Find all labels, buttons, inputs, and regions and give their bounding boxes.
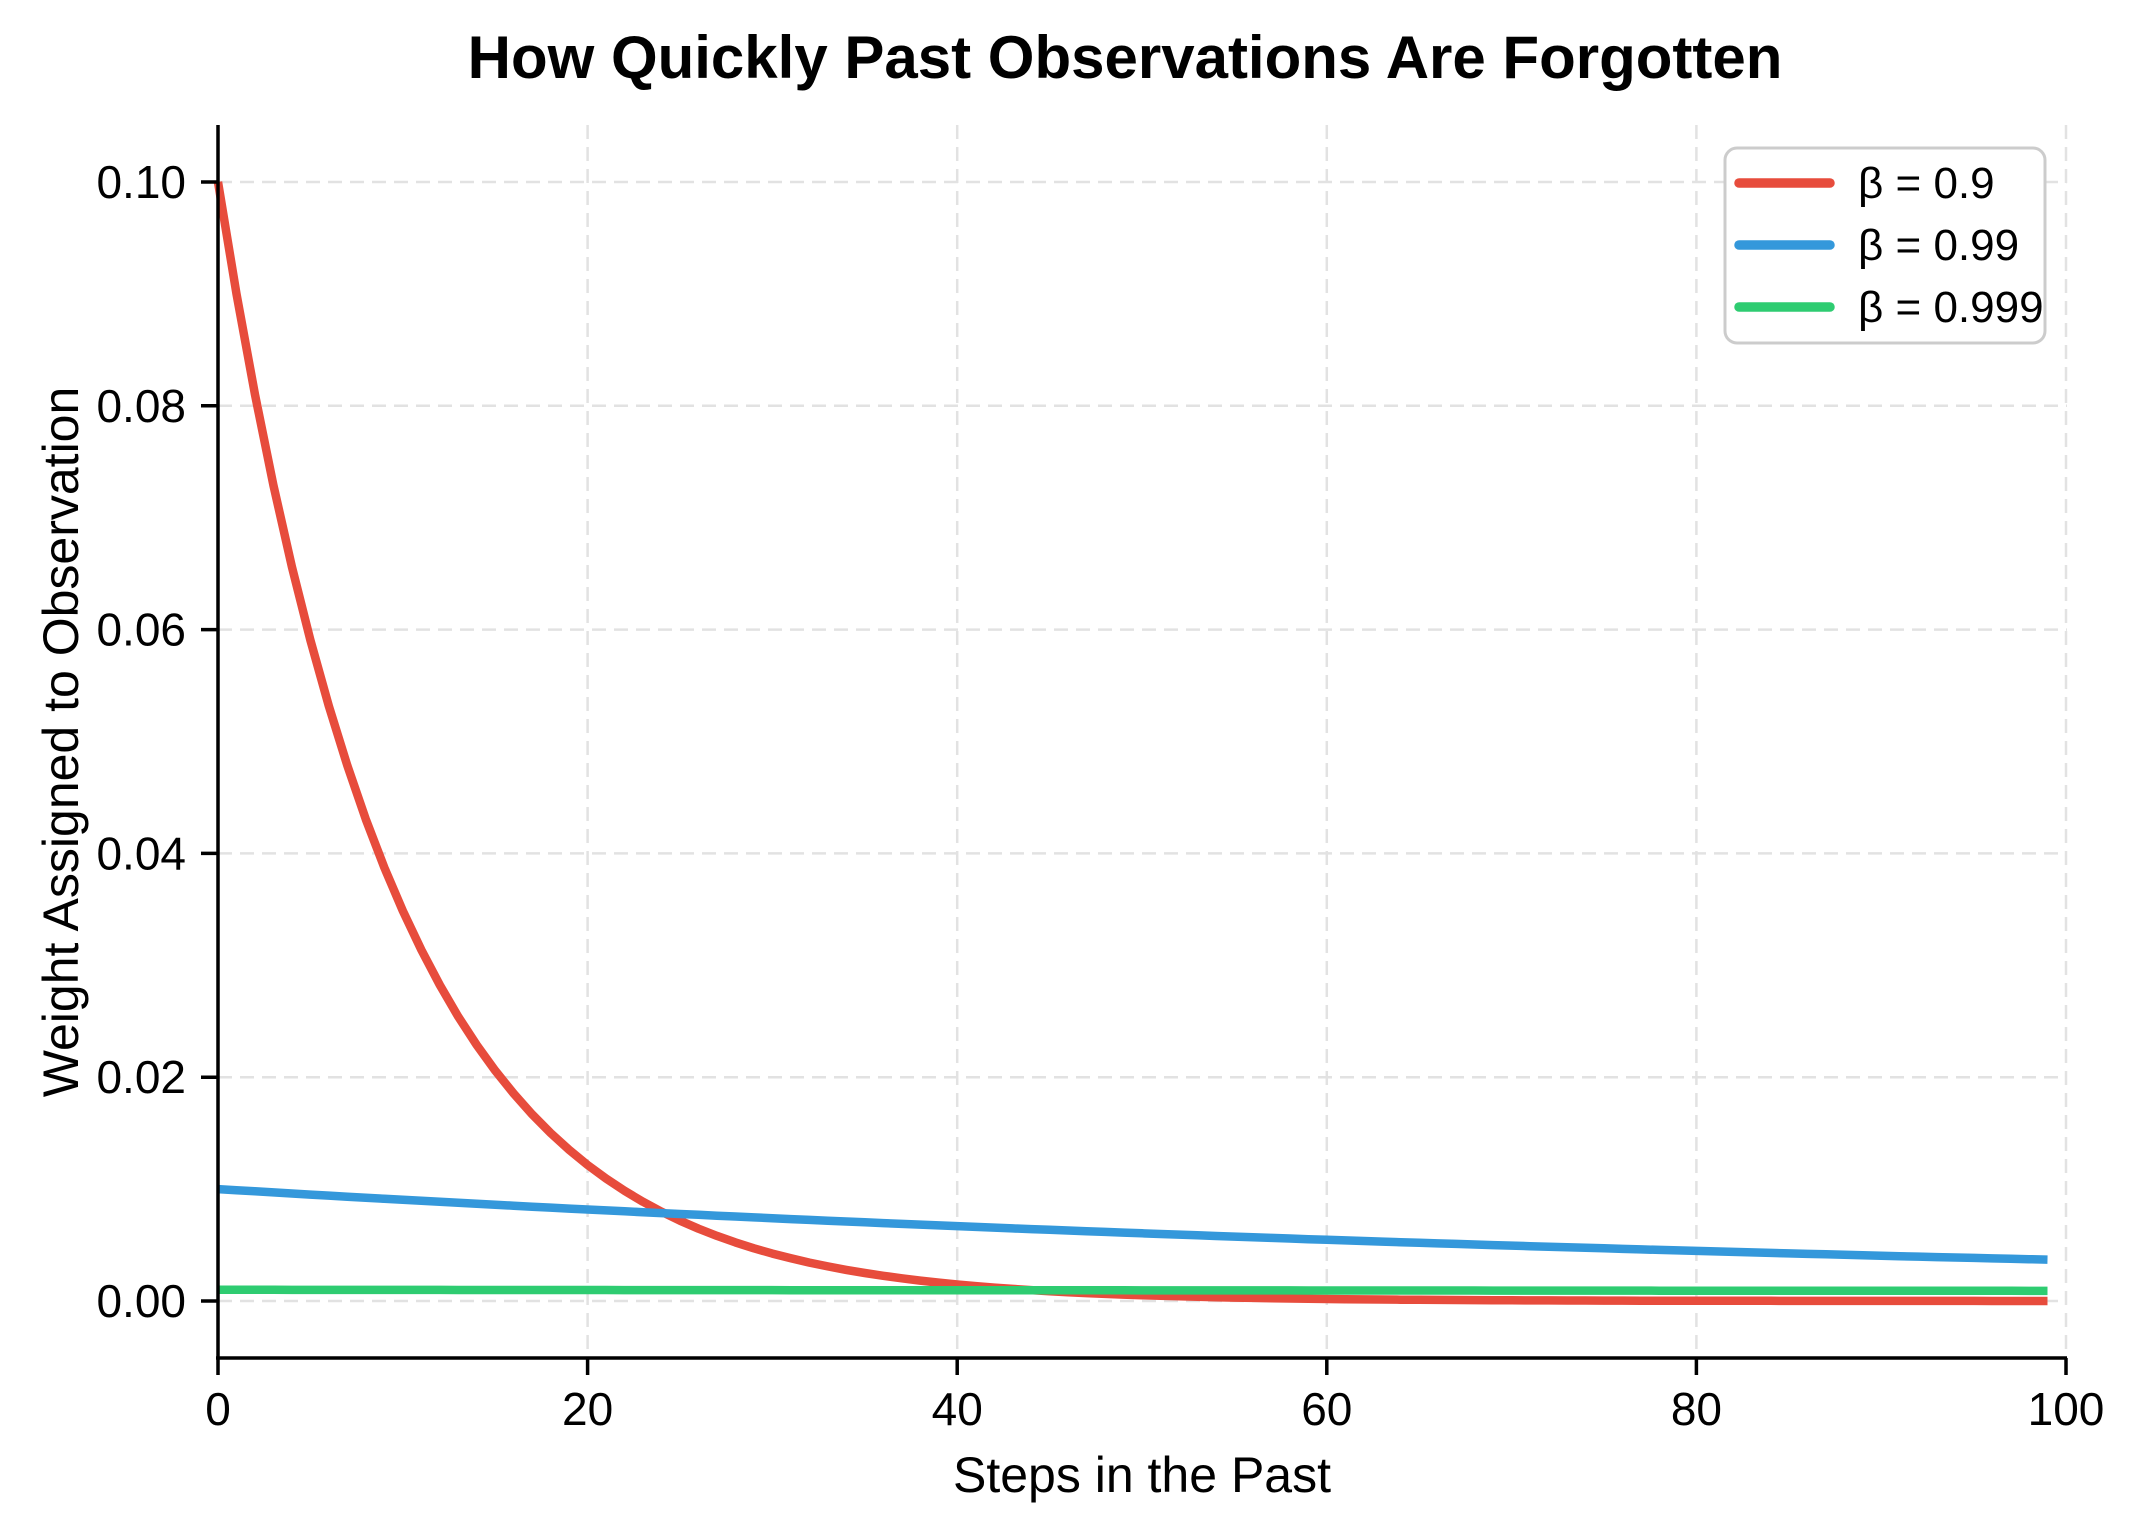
x-axis-tick-label: 0 [205, 1383, 231, 1435]
x-axis-tick-label: 60 [1301, 1383, 1352, 1435]
y-axis-tick-label: 0.00 [96, 1275, 186, 1327]
y-axis-tick-label: 0.02 [96, 1051, 186, 1103]
y-axis-tick-label: 0.06 [96, 604, 186, 656]
x-axis-tick-label: 20 [562, 1383, 613, 1435]
axes-spines-and-ticks [201, 125, 2068, 1375]
legend: β = 0.9 β = 0.99 β = 0.999 [1723, 146, 2047, 345]
y-axis-label: Weight Assigned to Observation [33, 387, 89, 1098]
legend-item-label: β = 0.999 [1858, 283, 2044, 332]
legend-item-label: β = 0.99 [1858, 221, 2019, 270]
y-axis-tick-label: 0.08 [96, 380, 186, 432]
chart-title: How Quickly Past Observations Are Forgot… [468, 24, 1783, 91]
series-line [217, 1184, 2048, 1264]
y-axis-tick-label: 0.04 [96, 827, 186, 879]
legend-item-label: β = 0.9 [1858, 159, 1995, 208]
y-axis-tick-label: 0.10 [96, 156, 186, 208]
data-series [213, 181, 2048, 1306]
x-axis-tick-label: 40 [932, 1383, 983, 1435]
x-axis-label: Steps in the Past [953, 1447, 1331, 1503]
tick-labels: 0 20 40 60 80 100 0.00 0.02 0.04 0.06 0.08 0.10 [96, 156, 2104, 1435]
x-axis-tick-label: 80 [1671, 1383, 1722, 1435]
series-line [218, 1285, 2048, 1296]
x-axis-tick-label: 100 [2028, 1383, 2105, 1435]
legend-frame [1723, 146, 2047, 345]
series-line [213, 181, 2048, 1306]
